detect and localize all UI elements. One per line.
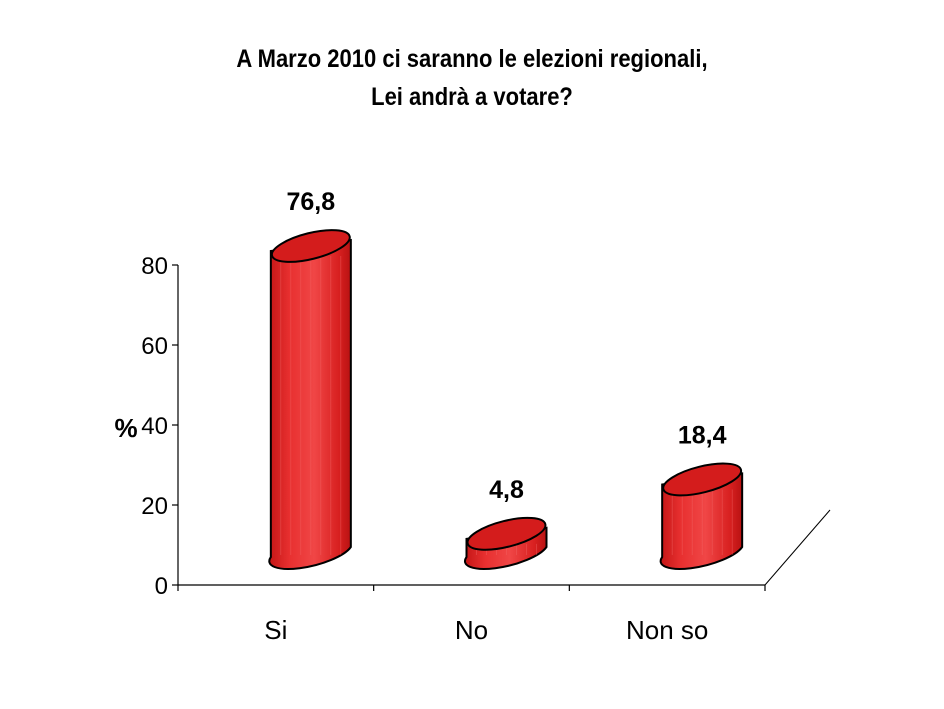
x-category-label-1: No (455, 615, 488, 645)
value-label-2: 18,4 (678, 421, 727, 449)
y-axis-title: % (114, 413, 137, 443)
bar-top-cap-0 (270, 229, 351, 263)
bar-body-0 (268, 238, 352, 570)
chart-labels: Si No Non so 76,8 4,8 18,4 (264, 188, 726, 645)
chart-title-line-1: A Marzo 2010 ci saranno le elezioni regi… (236, 45, 708, 73)
value-label-0: 76,8 (286, 188, 335, 216)
x-category-label-2: Non so (626, 615, 708, 645)
bar-1 (463, 516, 548, 570)
bar-0 (268, 229, 352, 570)
chart-axes: 0 20 40 60 80% (114, 253, 831, 600)
y-tick-label-1: 20 (141, 493, 168, 520)
bar-2 (659, 462, 744, 570)
chart-title: A Marzo 2010 ci saranno le elezioni regi… (57, 40, 888, 116)
x-category-label-0: Si (264, 615, 287, 645)
y-tick-label-2: 40 (141, 413, 168, 440)
bar-body-2 (659, 472, 744, 570)
chart-bars (268, 229, 744, 570)
y-tick-label-4: 80 (141, 253, 168, 280)
chart-title-line-2: Lei andrà a votare? (371, 83, 573, 111)
bar-top-cap-2 (662, 462, 743, 497)
y-tick-label-3: 60 (141, 333, 168, 360)
y-tick-label-0: 0 (155, 573, 168, 600)
bar-top-cap-1 (466, 516, 547, 551)
value-label-1: 4,8 (489, 476, 524, 504)
floor-depth-edge (764, 509, 831, 586)
